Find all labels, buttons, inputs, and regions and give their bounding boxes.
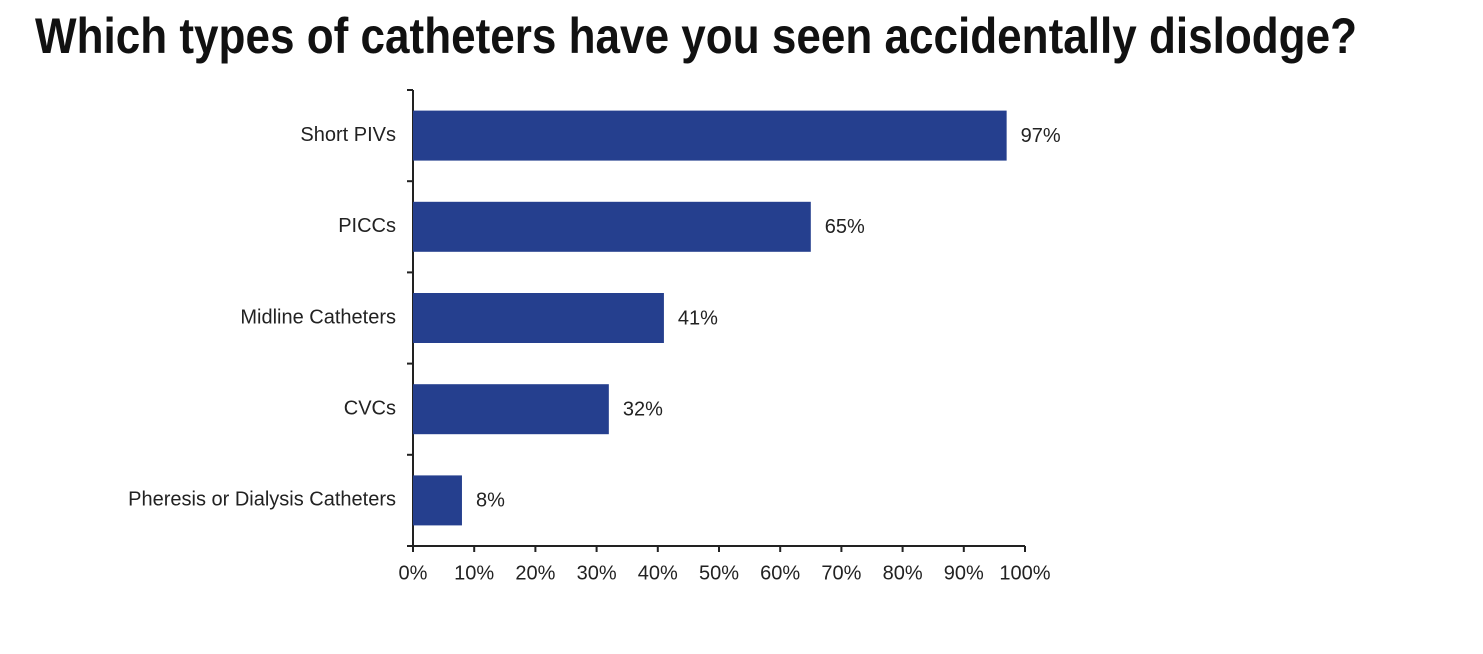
x-tick-label: 40% bbox=[638, 562, 678, 584]
x-tick-label: 0% bbox=[399, 562, 428, 584]
x-tick-label: 20% bbox=[515, 562, 555, 584]
value-label: 32% bbox=[623, 398, 663, 420]
x-tick-label: 30% bbox=[577, 562, 617, 584]
bar bbox=[413, 110, 1007, 161]
x-tick-label: 50% bbox=[699, 562, 739, 584]
x-tick-label: 80% bbox=[883, 562, 923, 584]
y-tick-label: CVCs bbox=[344, 397, 396, 419]
bar bbox=[413, 201, 811, 252]
bar bbox=[413, 475, 462, 526]
value-label: 65% bbox=[825, 216, 865, 238]
value-label: 8% bbox=[476, 490, 505, 512]
y-tick-label: PICCs bbox=[338, 215, 396, 237]
value-label: 97% bbox=[1021, 125, 1061, 147]
bar bbox=[413, 293, 664, 343]
y-tick-label: Short PIVs bbox=[300, 124, 396, 146]
bar bbox=[413, 384, 609, 435]
x-tick-label: 90% bbox=[944, 562, 984, 584]
chart-title: Which types of catheters have you seen a… bbox=[35, 8, 1357, 64]
y-tick-label: Midline Catheters bbox=[240, 306, 396, 328]
x-tick-label: 70% bbox=[821, 562, 861, 584]
y-tick-label: Pheresis or Dialysis Catheters bbox=[128, 489, 396, 511]
value-label: 41% bbox=[678, 307, 718, 329]
x-tick-label: 100% bbox=[999, 562, 1050, 584]
x-tick-label: 10% bbox=[454, 562, 494, 584]
x-tick-label: 60% bbox=[760, 562, 800, 584]
